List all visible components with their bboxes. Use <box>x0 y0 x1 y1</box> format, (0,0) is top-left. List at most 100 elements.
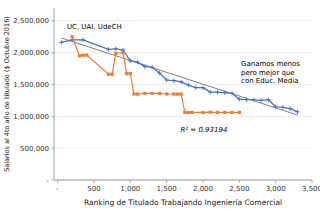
x-axis <box>54 180 312 181</box>
chart: - 500,000 1,000,000 1,500,000 2,000,000 2,500… <box>0 0 320 214</box>
y-tick-label: 2,500,000 <box>13 17 49 25</box>
point <box>295 110 299 114</box>
point <box>172 78 176 82</box>
annotation-line: UC, UAI, UdeCH <box>67 23 122 31</box>
annotation: R² = 0.93194 <box>180 126 227 134</box>
x-tick <box>130 180 131 183</box>
point <box>201 111 204 114</box>
grid <box>54 21 312 180</box>
point <box>230 91 234 95</box>
series-line <box>61 40 297 112</box>
x-tick-label: 3,500 <box>302 185 320 193</box>
y-axis-label: Salarios al 4to año de titulado ($ Octub… <box>3 16 11 172</box>
annotation: UC, UAI, UdeCH <box>67 23 122 31</box>
y-tick-label: 1,000,000 <box>13 113 49 121</box>
point <box>273 105 277 109</box>
point <box>176 92 179 95</box>
y-tick-label: 2,000,000 <box>13 49 49 57</box>
point <box>266 98 270 102</box>
y-tick <box>51 148 54 149</box>
point <box>114 47 118 51</box>
point <box>201 85 205 89</box>
point <box>59 40 63 44</box>
grid-line <box>54 52 312 53</box>
y-tick-label: 500,000 <box>20 145 49 153</box>
trend-line <box>61 38 297 115</box>
point <box>244 98 248 102</box>
x-tick-label: 2,500 <box>229 185 249 193</box>
point <box>259 98 263 102</box>
grid-line <box>54 180 312 181</box>
point <box>288 106 292 110</box>
y-tick <box>51 52 54 53</box>
annotation: Ganamos menospero mejor quecon Educ. Med… <box>241 60 300 85</box>
point <box>216 111 219 114</box>
x-tick <box>202 180 203 183</box>
y-axis <box>54 8 55 180</box>
point <box>150 65 154 69</box>
point <box>78 54 81 57</box>
point <box>172 92 175 95</box>
x-tick <box>166 180 167 183</box>
point <box>209 111 212 114</box>
point <box>179 80 183 84</box>
annotation-line: pero mejor que <box>241 69 295 77</box>
x-tick-label: 2,000 <box>193 185 213 193</box>
annotation-line: R² = 0.93194 <box>180 126 227 134</box>
x-tick-label: 3,000 <box>266 185 286 193</box>
point <box>208 90 212 94</box>
x-tick-label: - <box>56 185 59 193</box>
point <box>129 72 132 75</box>
point <box>194 85 198 89</box>
annotation-line: Ganamos menos <box>241 60 300 68</box>
point <box>81 38 85 42</box>
point <box>238 111 241 114</box>
grid-line <box>54 116 312 117</box>
x-tick-label: 1,500 <box>157 185 177 193</box>
point <box>151 92 154 95</box>
point <box>111 73 114 76</box>
x-tick <box>275 180 276 183</box>
x-tick-label: 1,000 <box>120 185 140 193</box>
point <box>106 47 110 51</box>
y-tick-label: - <box>46 177 49 185</box>
series-0 <box>61 38 297 115</box>
grid-line <box>54 148 312 149</box>
point <box>71 35 74 38</box>
x-axis-label: Ranking de Titulado Trabajando Ingenierí… <box>84 198 282 207</box>
x-tick <box>93 180 94 183</box>
point <box>164 78 168 82</box>
point <box>281 105 285 109</box>
point <box>252 98 256 102</box>
point <box>158 92 161 95</box>
point <box>143 64 147 68</box>
grid-line <box>54 20 312 21</box>
annotation-line: con Educ. Media <box>241 77 298 85</box>
y-tick <box>51 116 54 117</box>
x-tick <box>312 180 313 183</box>
point <box>230 111 233 114</box>
y-tick-label: 1,500,000 <box>13 81 49 89</box>
point <box>128 59 132 63</box>
point <box>136 92 139 95</box>
x-tick <box>57 180 58 183</box>
point <box>186 83 190 87</box>
point <box>215 90 219 94</box>
point <box>157 71 161 75</box>
point <box>190 111 193 114</box>
point <box>121 51 124 54</box>
point <box>132 92 135 95</box>
point <box>223 111 226 114</box>
point <box>187 111 190 114</box>
point <box>165 92 168 95</box>
series-line <box>72 37 239 113</box>
point <box>81 54 84 57</box>
series-2 <box>71 35 241 114</box>
point <box>237 97 241 101</box>
point <box>183 111 186 114</box>
point <box>125 72 128 75</box>
plot-area <box>59 35 300 115</box>
point <box>135 60 139 64</box>
point <box>180 92 183 95</box>
y-tick <box>51 84 54 85</box>
